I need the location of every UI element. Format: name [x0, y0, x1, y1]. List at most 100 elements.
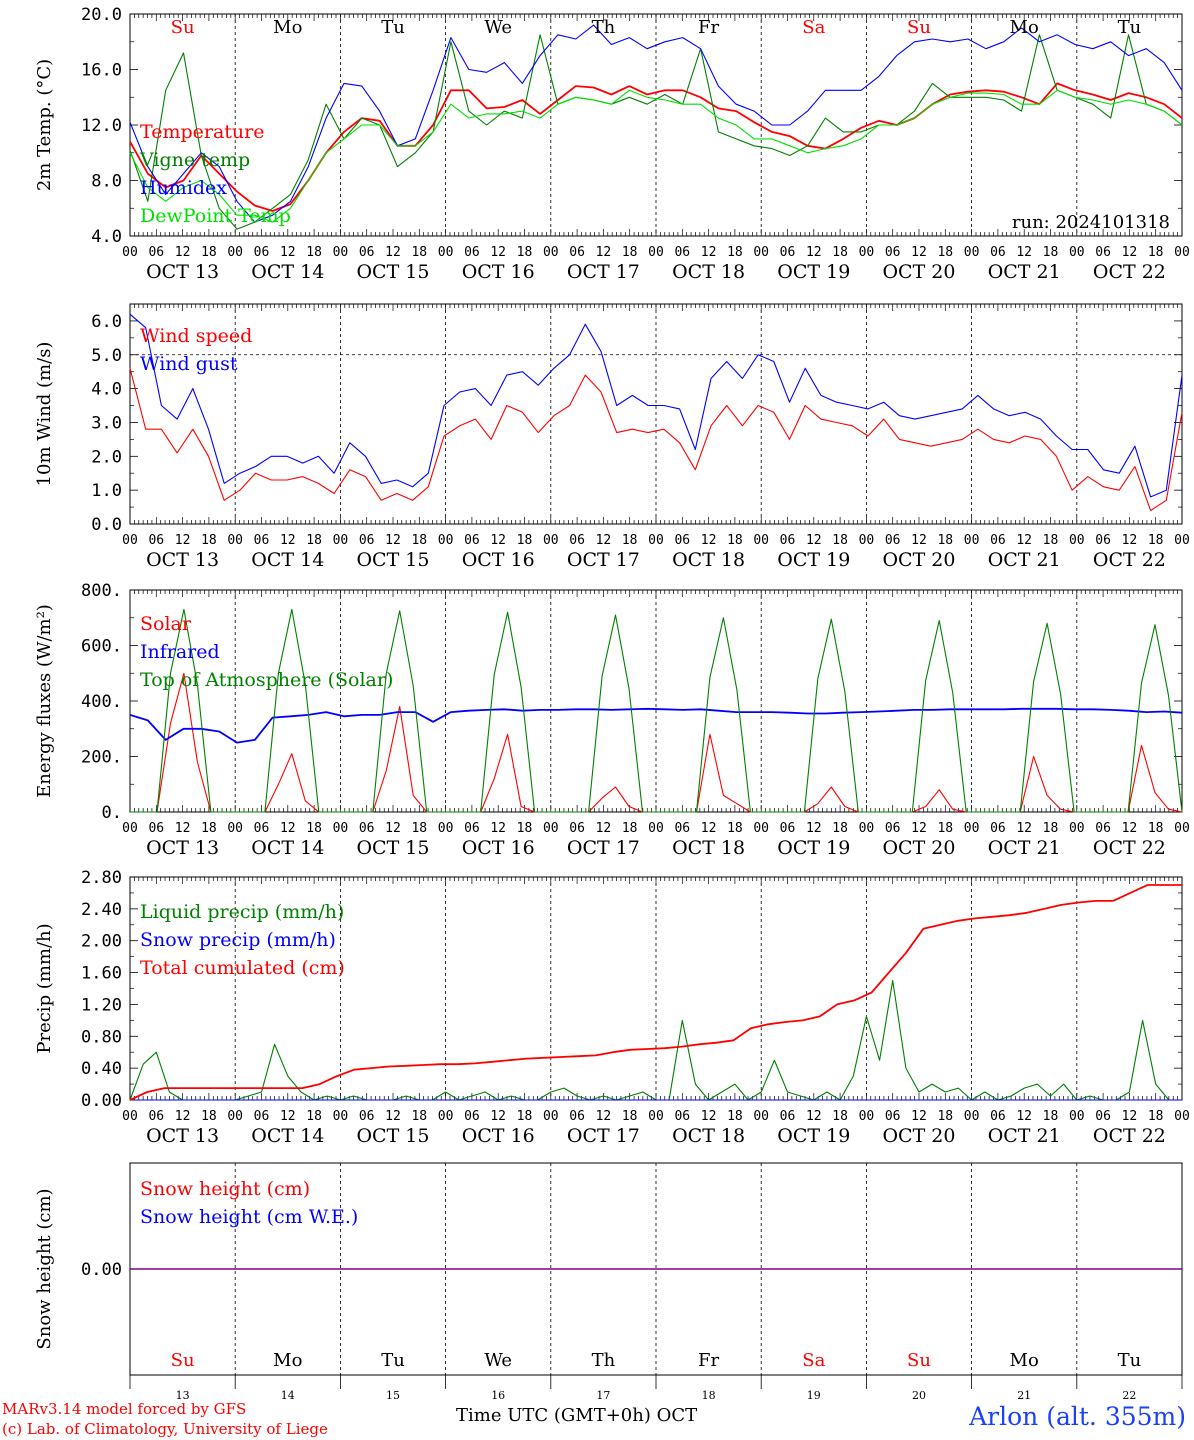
hour-tick-label: 00: [648, 821, 664, 836]
hour-tick-label: 06: [990, 245, 1006, 260]
y-tick-label: 1.60: [81, 964, 122, 984]
series-line: [129, 34, 1183, 230]
hour-tick-label: 00: [753, 1109, 769, 1124]
panel-5: Su 13 Mo 14 Tu 15 We 16 Th 17 Fr 18 Sa 19 Su 20 Mo 21 Tu 22…: [34, 1162, 1183, 1402]
hour-tick-label: 12: [806, 1109, 822, 1124]
weekday-label: Fr: [698, 1350, 719, 1371]
hour-tick-label: 18: [517, 533, 533, 548]
hour-tick-label: 00: [543, 533, 559, 548]
hour-tick-label: 12: [806, 821, 822, 836]
y-tick-label: 0.00: [81, 1091, 122, 1111]
hour-tick-label: 00: [543, 1109, 559, 1124]
legend-entry: Solar: [140, 613, 192, 635]
hour-tick-label: 18: [306, 245, 322, 260]
hour-tick-label: 00: [227, 245, 243, 260]
hour-tick-label: 12: [1016, 533, 1032, 548]
y-axis-label: Snow height (cm): [34, 1188, 55, 1349]
hour-tick-label: 12: [596, 1109, 612, 1124]
y-tick-label: 0.80: [81, 1027, 122, 1047]
hour-tick-label: 00: [648, 533, 664, 548]
date-tick-label: OCT 22: [1093, 261, 1166, 283]
hour-tick-label: 12: [490, 533, 506, 548]
hour-tick-label: 18: [517, 245, 533, 260]
hour-tick-label: 06: [674, 245, 690, 260]
hour-tick-label: 06: [780, 821, 796, 836]
day-number-label: 21: [1017, 1389, 1031, 1402]
weekday-label: Su: [907, 1350, 931, 1371]
date-tick-label: OCT 16: [462, 1125, 535, 1147]
panel-2: 00 06 12 18 00 06 12 18 00 06 12 18 00 06 12 18 00 06 12 18…: [34, 303, 1190, 571]
weekday-label: Tu: [1118, 17, 1142, 38]
date-tick-label: OCT 21: [988, 1125, 1061, 1147]
hour-tick-label: 06: [1095, 245, 1111, 260]
hour-tick-label: 18: [727, 245, 743, 260]
day-number-label: 17: [596, 1389, 610, 1402]
date-tick-label: OCT 15: [356, 1125, 429, 1147]
y-tick-label: 0.0: [91, 515, 122, 535]
date-tick-label: OCT 15: [356, 837, 429, 859]
hour-tick-label: 18: [517, 821, 533, 836]
y-tick-label: 0.00: [81, 1260, 122, 1280]
hour-tick-label: 18: [832, 821, 848, 836]
hour-tick-label: 06: [569, 821, 585, 836]
hour-tick-label: 06: [674, 821, 690, 836]
y-tick-label: 800.: [81, 581, 122, 601]
model-credit: MARv3.14 model forced by GFS: [2, 1400, 247, 1418]
date-tick-label: OCT 14: [251, 1125, 324, 1147]
y-axis-label: 2m Temp. (°C): [34, 59, 55, 191]
hour-tick-label: 06: [780, 245, 796, 260]
legend-entry: DewPoint Temp: [140, 205, 291, 227]
hour-tick-label: 06: [359, 533, 375, 548]
panel-1: 00 06 12 18 00 06 12 18 00 06 12 18 00 06 12 18 00 06 12 18…: [34, 5, 1190, 283]
hour-tick-label: 00: [859, 245, 875, 260]
hour-tick-label: 06: [254, 1109, 270, 1124]
hour-tick-label: 00: [1069, 1109, 1085, 1124]
hour-tick-label: 06: [464, 1109, 480, 1124]
hour-tick-label: 18: [1148, 245, 1164, 260]
hour-tick-label: 12: [280, 1109, 296, 1124]
hour-tick-label: 00: [122, 821, 138, 836]
series-line: [129, 313, 1183, 498]
hour-tick-label: 18: [201, 1109, 217, 1124]
hour-tick-label: 12: [701, 245, 717, 260]
hour-tick-label: 00: [1174, 1109, 1190, 1124]
hour-tick-label: 12: [596, 245, 612, 260]
hour-tick-label: 18: [622, 1109, 638, 1124]
hour-tick-label: 00: [122, 533, 138, 548]
hour-tick-label: 06: [990, 533, 1006, 548]
y-tick-label: 600.: [81, 637, 122, 657]
hour-tick-label: 06: [569, 1109, 585, 1124]
legend-entry: Liquid precip (mm/h): [140, 901, 344, 923]
hour-tick-label: 00: [753, 245, 769, 260]
hour-tick-label: 06: [148, 245, 164, 260]
hour-tick-label: 00: [964, 533, 980, 548]
date-tick-label: OCT 19: [777, 837, 850, 859]
series-line: [129, 884, 1182, 1101]
legend-entry: Humidex: [140, 177, 227, 199]
hour-tick-label: 06: [359, 1109, 375, 1124]
date-tick-label: OCT 20: [882, 549, 955, 571]
hour-tick-label: 12: [1122, 245, 1138, 260]
y-tick-label: 20.0: [81, 5, 122, 25]
hour-tick-label: 00: [227, 533, 243, 548]
hour-tick-label: 06: [148, 533, 164, 548]
hour-tick-label: 18: [727, 1109, 743, 1124]
date-tick-label: OCT 22: [1093, 1125, 1166, 1147]
weekday-label: Fr: [698, 17, 719, 38]
day-number-label: 16: [491, 1389, 505, 1402]
y-tick-label: 16.0: [81, 61, 122, 81]
date-tick-label: OCT 13: [146, 261, 219, 283]
hour-tick-label: 00: [859, 821, 875, 836]
hour-tick-label: 12: [385, 1109, 401, 1124]
hour-tick-label: 06: [1095, 1109, 1111, 1124]
hour-tick-label: 12: [280, 245, 296, 260]
hour-tick-label: 18: [1148, 1109, 1164, 1124]
panel-3: 00 06 12 18 00 06 12 18 00 06 12 18 00 06 12 18 00 06 12 18…: [34, 581, 1190, 859]
hour-tick-label: 18: [306, 1109, 322, 1124]
hour-tick-label: 00: [1174, 533, 1190, 548]
hour-tick-label: 06: [254, 821, 270, 836]
hour-tick-label: 18: [727, 533, 743, 548]
day-number-label: 20: [912, 1389, 926, 1402]
hour-tick-label: 12: [701, 1109, 717, 1124]
hour-tick-label: 06: [464, 245, 480, 260]
